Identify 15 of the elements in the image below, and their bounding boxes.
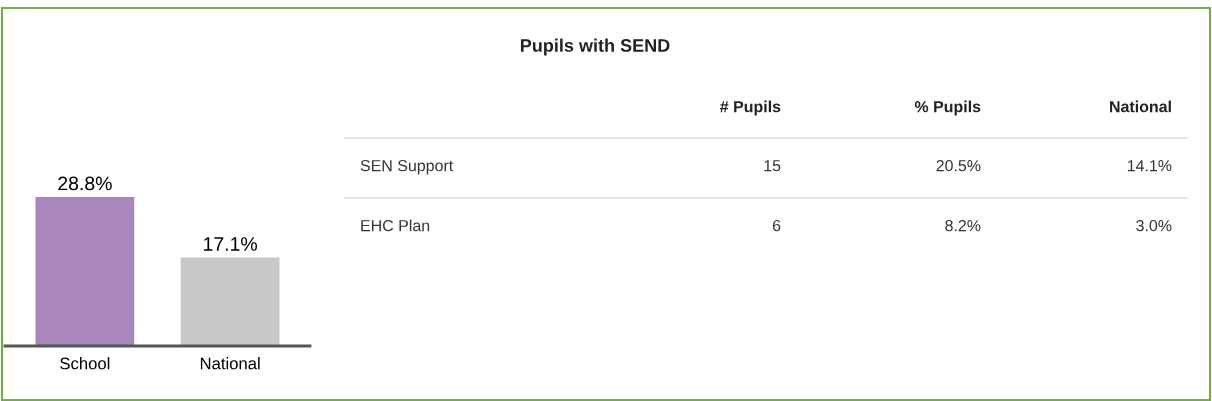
- category-label: # Pupils: [720, 100, 781, 116]
- x-tick-label: School: [60, 357, 110, 370]
- text: Pupils with SEND: [520, 38, 670, 56]
- text: 3.0%: [1136, 219, 1172, 232]
- category-label: % Pupils: [914, 100, 981, 116]
- text: 20.5%: [936, 159, 981, 172]
- category-label: National: [1110, 100, 1171, 113]
- category-label: EHC Plan: [361, 219, 430, 232]
- data-label: 17.1%: [204, 237, 257, 251]
- category-label: SEN Support: [360, 159, 454, 175]
- data-label: 28.8%: [58, 176, 112, 191]
- text: 6: [772, 219, 781, 232]
- text: 14.1%: [1127, 160, 1172, 172]
- text: 8.2%: [945, 219, 981, 232]
- text: 15: [764, 160, 781, 172]
